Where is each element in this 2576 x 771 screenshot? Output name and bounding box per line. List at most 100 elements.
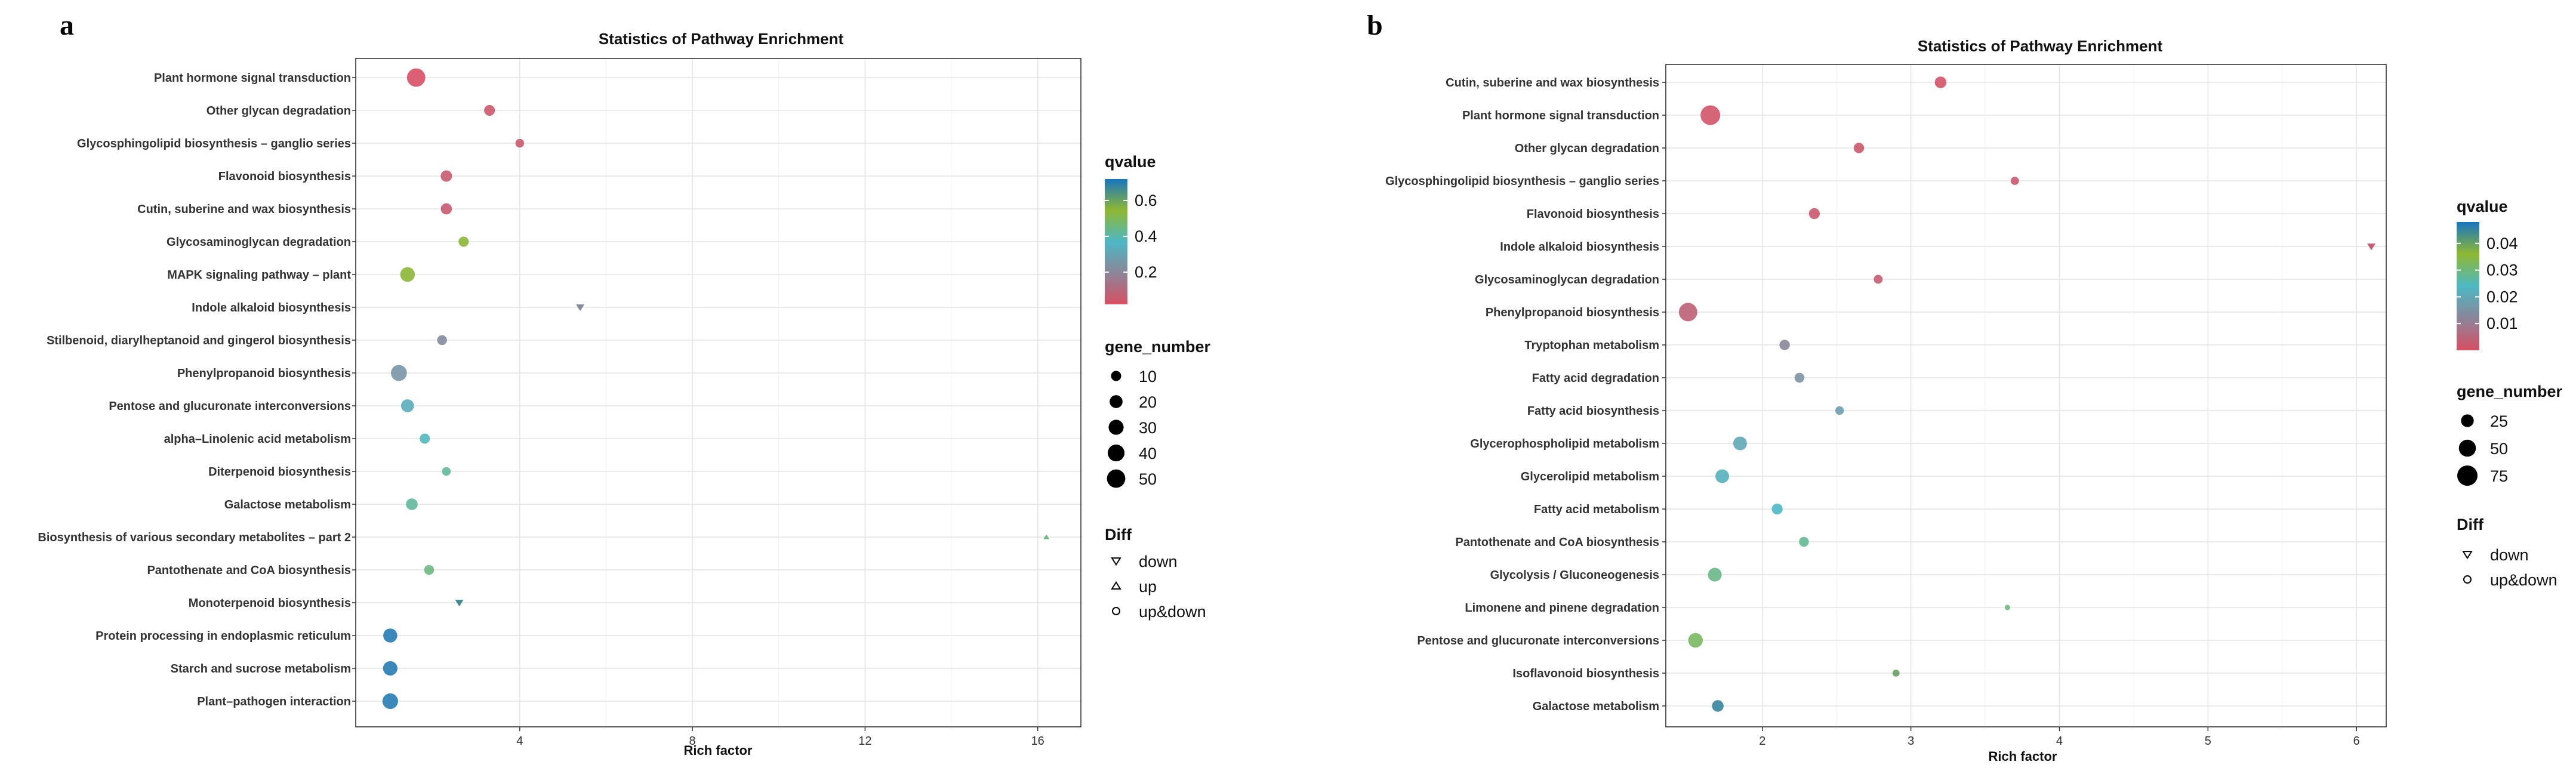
data-point (1708, 568, 1722, 582)
data-point (437, 335, 447, 346)
data-point (1794, 372, 1805, 383)
x-tick-label: 16 (1031, 735, 1044, 748)
size-legend-marker (2457, 465, 2478, 486)
data-point (1688, 633, 1703, 648)
size-legend-label: 10 (1139, 368, 1157, 386)
data-point (1700, 105, 1721, 125)
data-point (515, 138, 525, 148)
y-tick-label: Phenylpropanoid biosynthesis (1486, 306, 1659, 319)
data-point (383, 661, 398, 676)
data-point (1892, 670, 1900, 677)
size-legend-label: 30 (1139, 419, 1157, 437)
diff-legend-marker (1112, 607, 1120, 615)
plot-frame (1665, 64, 2387, 727)
diff-legend-label: up&down (2490, 571, 2557, 589)
y-tick-label: Stilbenoid, diarylheptanoid and gingerol… (47, 334, 351, 347)
x-axis-ticks: 4 8 12 16 (516, 727, 1044, 748)
qvalue-colorbar-ticks: 0.01 0.02 0.03 0.04 (2457, 235, 2518, 332)
y-tick-label: Monoterpenoid biosynthesis (189, 597, 351, 610)
y-tick-label: Plant–pathogen interaction (197, 695, 351, 708)
data-point (406, 68, 426, 87)
y-tick-label: Cutin, suberine and wax biosynthesis (1446, 76, 1659, 90)
grid (1666, 64, 2386, 727)
gene-number-legend-items: 25 50 75 (2457, 412, 2508, 486)
diff-legend-marker (2463, 575, 2472, 584)
colorbar-tick-label: 0.01 (2486, 314, 2518, 332)
y-tick-label: Indole alkaloid biosynthesis (192, 301, 351, 314)
y-tick-label: Glycolysis / Gluconeogenesis (1490, 569, 1659, 582)
y-tick-label: Isoflavonoid biosynthesis (1512, 667, 1659, 680)
y-axis-labels: Plant hormone signal transduction Other g… (38, 72, 356, 708)
size-legend-label: 50 (2490, 440, 2508, 458)
colorbar-tick-label: 0.2 (1135, 263, 1157, 281)
y-tick-label: Plant hormone signal transduction (1462, 109, 1659, 122)
y-tick-label: Tryptophan metabolism (1524, 339, 1659, 352)
data-point (382, 693, 398, 710)
y-tick-label: Limonene and pinene degradation (1465, 602, 1659, 615)
diff-legend-marker (1111, 557, 1121, 566)
qvalue-legend-title: qvalue (1105, 153, 1156, 171)
data-point (406, 498, 418, 510)
x-tick-label: 2 (1759, 735, 1765, 748)
data-point (1712, 700, 1724, 712)
colorbar-tick-label: 0.04 (2486, 235, 2518, 252)
y-tick-label: Glycerolipid metabolism (1521, 470, 1659, 483)
data-point (1808, 208, 1820, 220)
grid (356, 58, 1081, 727)
y-tick-label: Plant hormone signal transduction (154, 72, 351, 85)
colorbar-tick-label: 0.03 (2486, 261, 2518, 279)
size-legend-marker (1108, 420, 1124, 435)
y-tick-label: Flavonoid biosynthesis (218, 170, 351, 183)
qvalue-colorbar (2457, 222, 2479, 350)
qvalue-colorbar (1105, 179, 1127, 304)
data-point (1799, 536, 1809, 547)
colorbar-tick-label: 0.6 (1135, 192, 1157, 209)
x-tick-label: 4 (516, 735, 523, 748)
data-point (1678, 303, 1697, 322)
data-point (1874, 275, 1883, 284)
y-tick-label: Pantothenate and CoA biosynthesis (147, 564, 351, 577)
size-legend-label: 20 (1139, 393, 1157, 411)
data-point (576, 304, 585, 312)
size-legend-marker (1110, 395, 1123, 408)
gene-number-legend-title: gene_number (2457, 383, 2563, 400)
chart-title: Statistics of Pathway Enrichment (1918, 37, 2163, 55)
colorbar-tick-label: 0.02 (2486, 288, 2518, 306)
y-tick-label: Galactose metabolism (1533, 700, 1659, 713)
plot-frame (355, 58, 1081, 727)
qvalue-legend-title: qvalue (2457, 198, 2508, 215)
size-legend-marker (2461, 414, 2474, 427)
y-tick-label: Pantothenate and CoA biosynthesis (1455, 536, 1659, 549)
diff-legend-label: down (1139, 553, 1178, 570)
y-tick-label: Glycosaminoglycan degradation (167, 236, 351, 249)
y-tick-label: Glycosphingolipid biosynthesis – ganglio… (77, 137, 351, 150)
data-point (1043, 534, 1050, 539)
y-tick-label: Indole alkaloid biosynthesis (1500, 240, 1659, 254)
y-tick-label: Fatty acid metabolism (1534, 503, 1659, 516)
x-tick-label: 5 (2205, 735, 2211, 748)
data-point (383, 628, 398, 643)
data-point (2004, 605, 2010, 610)
size-legend-label: 75 (2490, 467, 2508, 485)
x-axis-label: Rich factor (1989, 749, 2057, 764)
y-tick-label: Fatty acid biosynthesis (1527, 405, 1659, 418)
y-tick-label: Phenylpropanoid biosynthesis (177, 367, 351, 380)
data-point (455, 600, 464, 607)
y-tick-label: Glycosaminoglycan degradation (1475, 273, 1659, 286)
y-tick-label: Flavonoid biosynthesis (1527, 208, 1659, 221)
x-tick-label: 6 (2353, 735, 2360, 748)
y-tick-label: Other glycan degradation (1515, 142, 1659, 155)
qvalue-colorbar-ticks: 0.2 0.4 0.6 (1105, 192, 1157, 281)
size-legend-marker (2458, 439, 2476, 457)
x-axis-label: Rich factor (684, 743, 753, 758)
y-tick-label: MAPK signaling pathway – plant (167, 269, 351, 282)
y-tick-label: Starch and sucrose metabolism (171, 662, 351, 676)
data-points (1678, 76, 2376, 712)
panel-b: b Statistics of Pathway Enrichment Cutin… (1367, 10, 2563, 764)
x-tick-label: 12 (858, 735, 871, 748)
gene-number-legend-title: gene_number (1105, 338, 1211, 356)
diff-legend-items: down up up&down (1111, 553, 1206, 621)
size-legend-marker (1107, 444, 1125, 462)
data-point (390, 365, 407, 381)
